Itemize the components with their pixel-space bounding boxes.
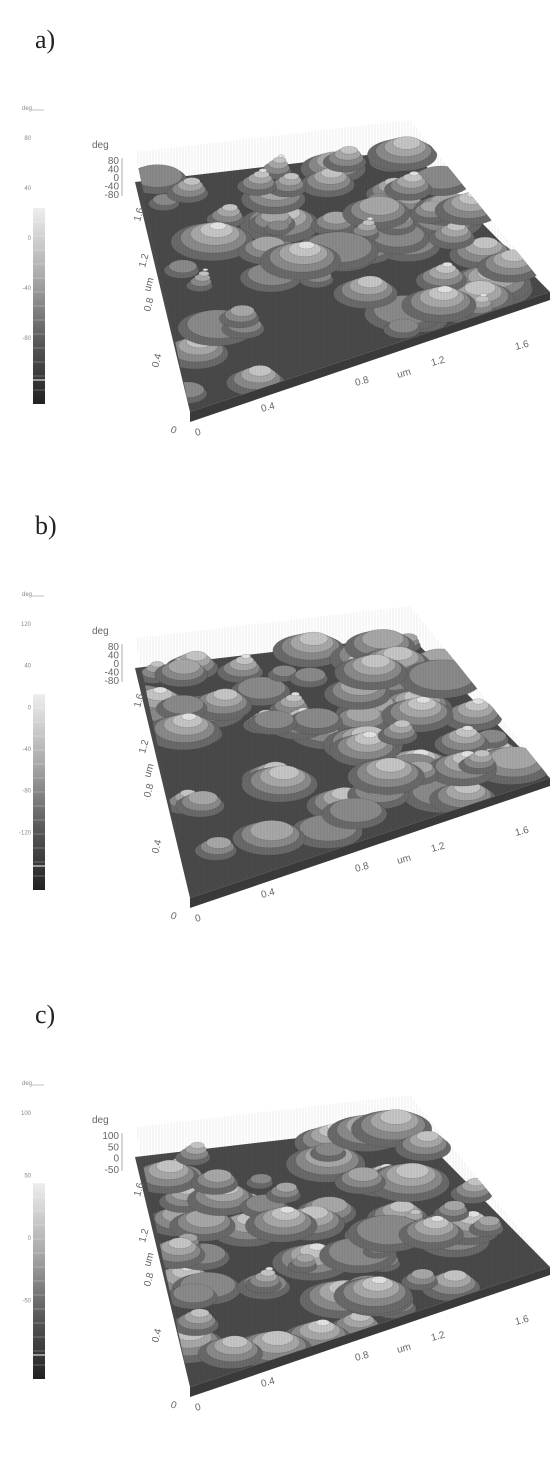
terrace <box>468 1178 485 1186</box>
terrace <box>170 382 204 398</box>
y-tick-label: 0.8 <box>142 296 156 313</box>
y-tick-label: 0.4 <box>150 1327 164 1344</box>
colorbar-label: -50 <box>22 1299 31 1305</box>
terrace <box>210 222 226 230</box>
terrace <box>362 629 404 648</box>
y-tick-label: 0.8 <box>142 1271 156 1288</box>
x-origin: 0 <box>169 1399 178 1411</box>
terrace <box>357 276 383 288</box>
terrace <box>396 1163 429 1178</box>
x-tick-label: 1.6 <box>514 339 531 353</box>
x-tick-label: 1.2 <box>430 841 447 855</box>
z-tick-label: 100 <box>102 1131 119 1142</box>
terrace <box>250 820 294 840</box>
x-tick-label: 0 <box>194 427 203 439</box>
terrace <box>501 250 527 262</box>
terrace <box>190 1309 209 1318</box>
panel-label: a) <box>35 25 55 54</box>
colorbar-label: 100 <box>21 1111 32 1117</box>
colorbar-unit: deg <box>22 106 32 112</box>
z-tick-label: -80 <box>105 190 120 201</box>
terrace <box>340 146 357 154</box>
x-tick-label: 1.6 <box>514 1314 531 1328</box>
y-tick-label: 1.2 <box>137 1227 151 1244</box>
colorbar-unit: deg <box>22 592 32 598</box>
y-tick-label: 1.2 <box>137 252 151 269</box>
terrace <box>273 157 286 163</box>
terrace <box>409 660 475 691</box>
y-tick-label: 0.4 <box>150 838 164 855</box>
terrace <box>359 197 399 216</box>
terrace <box>297 1254 314 1262</box>
z-tick-label: -80 <box>105 676 120 687</box>
colorbar-label: -40 <box>22 747 31 753</box>
x-tick-label: 0.8 <box>354 375 371 389</box>
colorbar-label: 120 <box>21 622 32 628</box>
x-tick-label: 0 <box>194 1402 203 1414</box>
x-tick-label: 0.4 <box>260 401 277 415</box>
panel: c)deg100500-50deg100500-500.40.81.21.6um… <box>21 1000 550 1414</box>
x-unit: um <box>396 1342 412 1356</box>
colorbar-label: -40 <box>22 286 31 292</box>
x-origin: 0 <box>169 424 178 436</box>
terrace <box>291 692 299 696</box>
x-tick-label: 0.4 <box>260 1376 277 1390</box>
z-unit: deg <box>92 140 109 151</box>
page: {"panels": [ {"label": "a)", "colorbar":… <box>0 0 550 1458</box>
terrace <box>473 237 498 249</box>
terrace <box>393 137 421 150</box>
terrace <box>262 1331 294 1346</box>
colorbar-label: -80 <box>22 336 31 342</box>
colorbar-label: 0 <box>28 1236 32 1242</box>
z-tick-label: 50 <box>108 1142 120 1153</box>
terrace <box>410 1210 421 1215</box>
x-tick-label: 0.4 <box>260 887 277 901</box>
x-origin: 0 <box>169 910 178 922</box>
colorbar-label: 50 <box>24 1174 31 1180</box>
colorbar-label: 80 <box>24 136 31 142</box>
panel: a)deg80400-40-80deg80400-40-800.40.81.21… <box>22 25 550 439</box>
terrace <box>330 798 382 822</box>
y-unit: um <box>142 1251 156 1267</box>
colorbar-unit: deg <box>22 1081 32 1087</box>
terrace <box>431 1216 444 1222</box>
panel-label: b) <box>35 511 57 540</box>
x-tick-label: 0 <box>194 913 203 925</box>
colorbar-label: 40 <box>24 186 31 192</box>
x-tick-label: 0.8 <box>354 1350 371 1364</box>
y-unit: um <box>142 762 156 778</box>
x-tick-label: 1.2 <box>430 355 447 369</box>
colorbar-label: 0 <box>28 705 32 711</box>
colorbar-label: 0 <box>28 236 32 242</box>
z-unit: deg <box>92 626 109 637</box>
z-unit: deg <box>92 1115 109 1126</box>
terrace <box>467 191 480 197</box>
x-tick-label: 0.8 <box>354 861 371 875</box>
y-tick-label: 1.2 <box>137 738 151 755</box>
y-unit: um <box>142 276 156 292</box>
x-unit: um <box>396 853 412 867</box>
x-tick-label: 1.6 <box>514 825 531 839</box>
colorbar-label: -80 <box>22 789 31 795</box>
colorbar-label: -120 <box>19 830 32 836</box>
y-tick-label: 0.8 <box>142 782 156 799</box>
terrace <box>295 708 339 728</box>
terrace <box>222 1336 248 1348</box>
figure: a)deg80400-40-80deg80400-40-800.40.81.21… <box>0 0 550 1458</box>
panel: b)deg120400-40-80-120deg80400-40-800.40.… <box>19 511 550 925</box>
terrace <box>371 1276 387 1283</box>
colorbar-label: 40 <box>24 664 31 670</box>
z-tick-label: 0 <box>113 1154 119 1165</box>
y-tick-label: 0.4 <box>150 352 164 369</box>
terrace <box>259 169 267 173</box>
terrace <box>375 758 406 772</box>
x-unit: um <box>396 367 412 381</box>
panel-label: c) <box>35 1000 55 1029</box>
terrace <box>173 1284 214 1303</box>
x-tick-label: 1.2 <box>430 1330 447 1344</box>
terrace <box>459 192 485 204</box>
z-tick-label: -50 <box>105 1165 120 1176</box>
